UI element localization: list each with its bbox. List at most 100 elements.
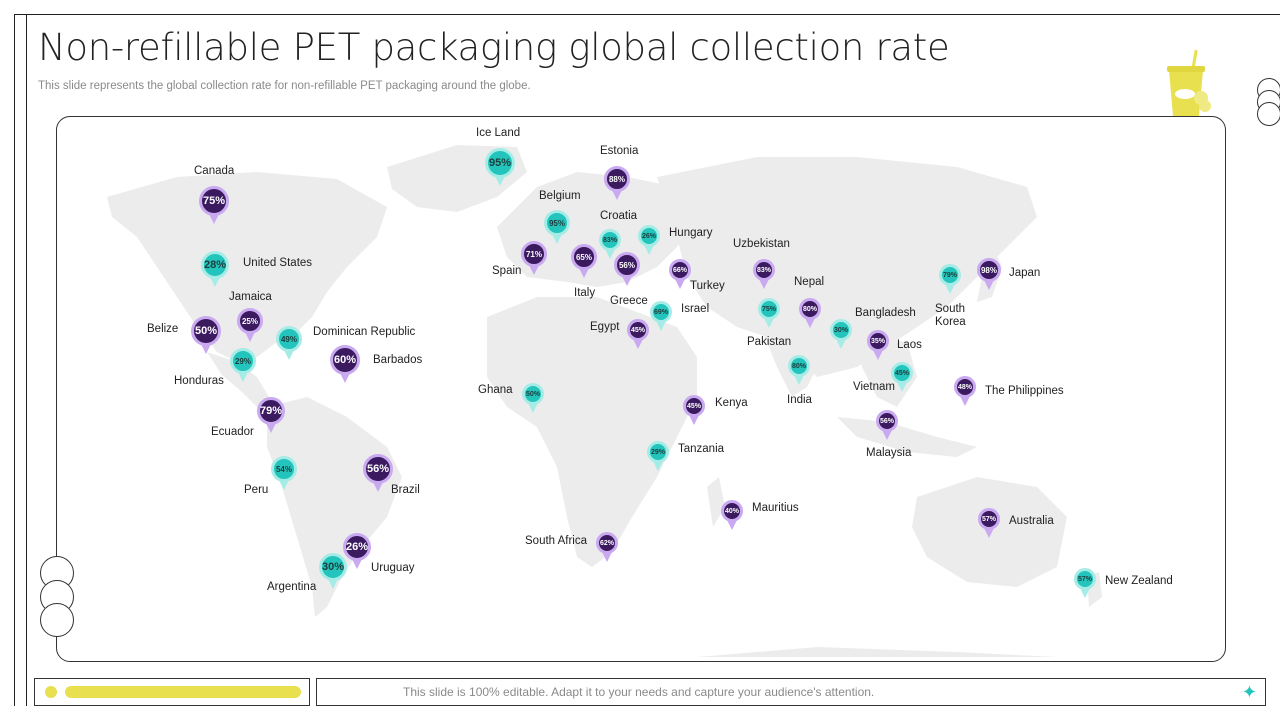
marker-argentina: 30% [319,553,347,589]
marker-new-zealand: 57% [1074,568,1096,598]
marker-rate: 79% [939,264,961,286]
marker-rate: 66% [669,259,691,281]
country-label-nepal: Nepal [794,276,825,288]
marker-rate: 83% [753,259,775,281]
slide-title: Non-refillable PET packaging global coll… [38,26,950,69]
marker-rate: 71% [521,241,547,267]
marker-rate: 62% [596,532,618,554]
country-label-italy: Italy [574,287,596,299]
country-label-australia: Australia [1009,515,1054,527]
marker-canada: 75% [199,186,229,224]
marker-rate: 45% [683,395,705,417]
marker-rate: 95% [544,210,570,236]
country-label-belize: Belize [147,323,179,335]
country-label-kenya: Kenya [715,397,748,409]
marker-rate: 88% [604,166,630,192]
country-label-uruguay: Uruguay [371,562,415,574]
country-label-jamaica: Jamaica [229,291,272,303]
country-label-uzbekistan: Uzbekistan [733,238,790,250]
marker-rate: 48% [954,376,976,398]
marker-rate: 49% [276,326,302,352]
marker-pakistan: 75% [758,298,780,328]
country-label-egypt: Egypt [590,321,620,333]
country-label-japan: Japan [1009,267,1041,279]
country-label-south-africa: South Africa [525,535,588,547]
marker-rate: 50% [522,383,544,405]
marker-greece: 56% [614,252,640,286]
marker-rate: 45% [891,362,913,384]
country-label-canada: Canada [194,165,235,177]
footer-dot [45,686,57,698]
marker-barbados: 60% [330,345,360,383]
country-label-croatia: Croatia [600,210,638,222]
frame-line-left-inner [26,14,27,706]
marker-nepal: 80% [799,298,821,328]
marker-rate: 54% [271,456,297,482]
country-label-malaysia: Malaysia [866,447,912,459]
country-label-the-philippines: The Philippines [985,385,1064,397]
country-label-new-zealand: New Zealand [1105,575,1173,587]
marker-rate: 56% [363,454,393,484]
marker-tanzania: 29% [647,441,669,471]
country-label-honduras: Honduras [174,375,224,387]
marker-jamaica: 25% [237,308,263,342]
marker-brazil: 56% [363,454,393,492]
marker-rate: 29% [230,348,256,374]
country-label-estonia: Estonia [600,145,639,157]
marker-belize: 50% [191,316,221,354]
marker-ice-land: 95% [485,148,515,186]
marker-mauritius: 40% [721,500,743,530]
marker-south-korea: 79% [939,264,961,294]
marker-rate: 98% [977,258,1001,282]
world-map-panel: 75% Canada 28% United States 25% Jamaica 50% Be… [56,116,1226,662]
marker-rate: 65% [571,244,597,270]
marker-croatia: 83% [599,229,621,259]
marker-ghana: 50% [522,383,544,413]
footer-note-panel: This slide is 100% editable. Adapt it to… [316,678,1266,706]
marker-dominican-republic: 49% [276,326,302,360]
marker-rate: 79% [257,397,285,425]
marker-israel: 69% [650,301,672,331]
marker-rate: 57% [978,508,1000,530]
marker-uzbekistan: 83% [753,259,775,289]
country-label-greece: Greece [610,295,648,307]
country-label-hungary: Hungary [669,227,713,239]
footer-progress-panel [34,678,310,706]
marker-estonia: 88% [604,166,630,200]
country-label-ice-land: Ice Land [476,127,521,139]
marker-rate: 30% [319,553,347,581]
country-label-pakistan: Pakistan [747,336,792,348]
marker-rate: 80% [799,298,821,320]
country-label-belgium: Belgium [539,190,581,202]
footer-note: This slide is 100% editable. Adapt it to… [403,685,875,699]
country-label-spain: Spain [492,265,522,277]
marker-rate: 69% [650,301,672,323]
country-label-israel: Israel [681,303,710,315]
frame-line-left-outer [14,14,15,706]
marker-egypt: 45% [627,319,649,349]
country-label-tanzania: Tanzania [678,443,725,455]
marker-india: 80% [788,355,810,385]
marker-laos: 35% [867,330,889,360]
marker-rate: 60% [330,345,360,375]
marker-rate: 80% [788,355,810,377]
marker-hungary: 26% [638,225,660,255]
marker-honduras: 29% [230,348,256,382]
marker-belgium: 95% [544,210,570,244]
drink-cup-icon [1167,49,1211,116]
country-label-brazil: Brazil [391,484,420,496]
footer-bar [65,686,301,698]
marker-rate: 95% [485,148,515,178]
country-label-argentina: Argentina [267,581,317,593]
country-label-dominican-republic: Dominican Republic [313,326,416,338]
country-label-ghana: Ghana [478,384,513,396]
country-label-bangladesh: Bangladesh [855,307,916,319]
marker-bangladesh: 30% [830,319,852,349]
marker-italy: 65% [571,244,597,278]
marker-malaysia: 56% [876,410,898,440]
marker-kenya: 45% [683,395,705,425]
marker-rate: 45% [627,319,649,341]
country-label-united-states: United States [243,257,313,269]
marker-rate: 50% [191,316,221,346]
marker-australia: 57% [978,508,1000,538]
